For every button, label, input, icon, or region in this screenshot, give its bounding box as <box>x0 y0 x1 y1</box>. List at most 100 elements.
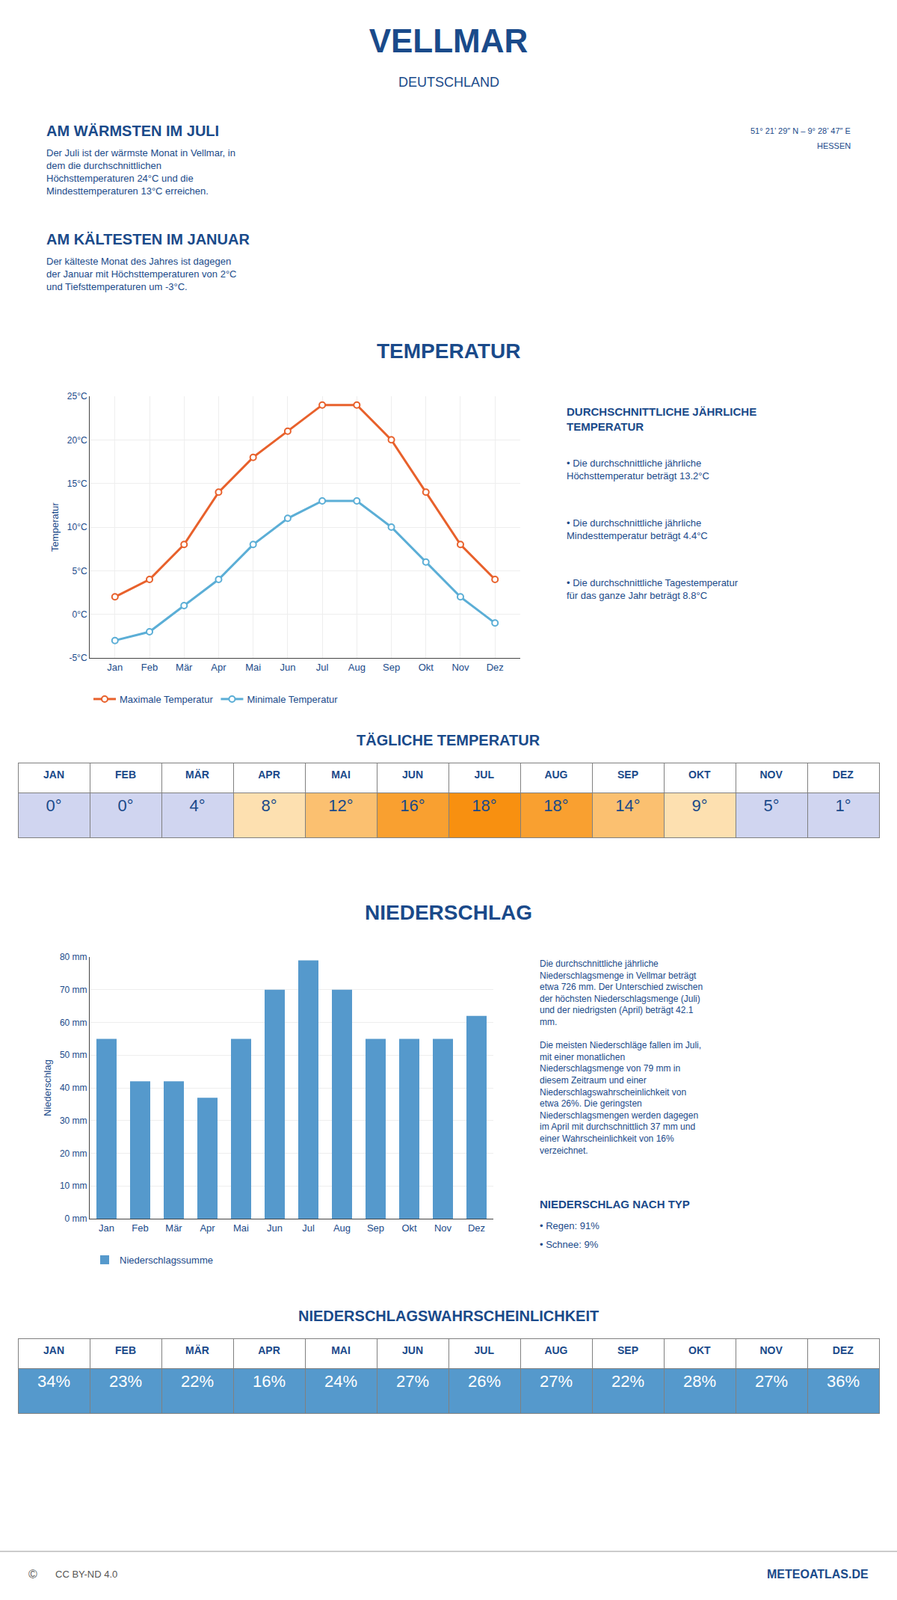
svg-text:15°C: 15°C <box>67 478 88 489</box>
svg-text:0 mm: 0 mm <box>65 1213 88 1224</box>
svg-text:-5°C: -5°C <box>68 652 87 664</box>
svg-text:Feb: Feb <box>141 661 158 673</box>
svg-text:• Regen: 91%: • Regen: 91% <box>539 1219 600 1232</box>
svg-text:0°: 0° <box>45 796 62 815</box>
svg-text:Der Juli ist der wärmste Monat: Der Juli ist der wärmste Monat in Vellma… <box>46 147 236 197</box>
svg-text:40 mm: 40 mm <box>59 1082 88 1093</box>
svg-text:10 mm: 10 mm <box>59 1180 88 1191</box>
svg-text:Maximale Temperatur: Maximale Temperatur <box>119 693 214 705</box>
svg-text:JUN: JUN <box>402 1344 424 1356</box>
svg-text:18°: 18° <box>471 796 497 815</box>
svg-text:50 mm: 50 mm <box>59 1049 88 1060</box>
svg-text:NIEDERSCHLAG NACH TYP: NIEDERSCHLAG NACH TYP <box>539 1197 690 1211</box>
svg-text:AM KÄLTESTEN IM JANUAR: AM KÄLTESTEN IM JANUAR <box>46 230 250 248</box>
svg-text:CC BY-ND 4.0: CC BY-ND 4.0 <box>55 1568 118 1580</box>
svg-text:MÄR: MÄR <box>185 1344 210 1356</box>
svg-text:MAI: MAI <box>331 1344 351 1356</box>
svg-text:4°: 4° <box>189 796 205 815</box>
svg-text:1°: 1° <box>834 796 851 815</box>
svg-text:DURCHSCHNITTLICHE JÄHRLICHETEM: DURCHSCHNITTLICHE JÄHRLICHETEMPERATUR <box>566 405 757 433</box>
svg-text:SEP: SEP <box>617 768 639 781</box>
svg-text:SEP: SEP <box>617 1344 639 1356</box>
svg-text:Die durchschnittliche jährlich: Die durchschnittliche jährlicheNiedersch… <box>539 958 703 1156</box>
svg-text:OKT: OKT <box>688 1344 711 1356</box>
svg-text:36%: 36% <box>826 1371 860 1391</box>
svg-text:MÄR: MÄR <box>185 768 210 781</box>
svg-text:JUL: JUL <box>474 1344 495 1356</box>
svg-text:Mär: Mär <box>175 661 193 673</box>
svg-text:TÄGLICHE TEMPERATUR: TÄGLICHE TEMPERATUR <box>356 731 541 749</box>
svg-text:0°C: 0°C <box>71 609 87 620</box>
svg-text:Aug: Aug <box>333 1222 351 1234</box>
svg-text:VELLMAR: VELLMAR <box>369 22 529 60</box>
svg-text:DEZ: DEZ <box>832 1344 854 1356</box>
svg-text:20°C: 20°C <box>67 435 88 446</box>
svg-text:FEB: FEB <box>115 1344 137 1356</box>
svg-text:Dez: Dez <box>467 1222 486 1234</box>
svg-text:25°C: 25°C <box>67 390 88 402</box>
svg-text:28%: 28% <box>683 1371 717 1391</box>
svg-text:Feb: Feb <box>131 1222 149 1234</box>
svg-text:Minimale Temperatur: Minimale Temperatur <box>246 693 338 705</box>
svg-text:16%: 16% <box>252 1371 286 1391</box>
svg-text:Nov: Nov <box>434 1222 453 1234</box>
svg-text:MAI: MAI <box>331 768 351 781</box>
svg-text:METEOATLAS.DE: METEOATLAS.DE <box>766 1567 869 1581</box>
svg-text:Aug: Aug <box>348 661 366 673</box>
svg-text:Jun: Jun <box>279 661 296 673</box>
svg-text:8°: 8° <box>260 796 277 815</box>
svg-text:Jun: Jun <box>266 1222 283 1234</box>
svg-text:34%: 34% <box>37 1371 71 1391</box>
svg-text:Jul: Jul <box>316 661 329 673</box>
svg-text:• Die durchschnittliche jährli: • Die durchschnittliche jährlicheMindest… <box>566 517 708 542</box>
svg-text:Niederschlag: Niederschlag <box>41 1059 54 1117</box>
svg-text:APR: APR <box>257 1344 281 1356</box>
svg-text:Sep: Sep <box>367 1222 385 1234</box>
svg-text:51° 21’ 29″ N – 9° 28’ 47″ E: 51° 21’ 29″ N – 9° 28’ 47″ E <box>750 126 851 136</box>
svg-text:Jan: Jan <box>106 661 123 673</box>
svg-text:12°: 12° <box>328 796 353 815</box>
svg-text:26%: 26% <box>467 1371 501 1391</box>
svg-text:Niederschlagssumme: Niederschlagssumme <box>119 1254 214 1266</box>
svg-text:9°: 9° <box>691 796 708 815</box>
svg-text:70 mm: 70 mm <box>59 984 88 995</box>
svg-text:JUN: JUN <box>402 768 424 781</box>
svg-text:5°: 5° <box>763 796 779 815</box>
svg-text:APR: APR <box>257 768 281 781</box>
svg-text:DEZ: DEZ <box>832 768 854 781</box>
svg-text:• Die durchschnittliche Tagest: • Die durchschnittliche Tagestemperaturf… <box>566 577 739 601</box>
svg-text:Mai: Mai <box>245 661 261 673</box>
svg-text:Mai: Mai <box>233 1222 249 1234</box>
svg-text:30 mm: 30 mm <box>59 1115 88 1126</box>
svg-text:NIEDERSCHLAG: NIEDERSCHLAG <box>364 900 533 924</box>
svg-text:22%: 22% <box>611 1371 645 1391</box>
svg-text:80 mm: 80 mm <box>59 951 88 963</box>
svg-text:22%: 22% <box>180 1371 214 1391</box>
svg-text:TEMPERATUR: TEMPERATUR <box>376 339 521 363</box>
svg-text:Jul: Jul <box>301 1222 315 1234</box>
svg-text:AM WÄRMSTEN IM JULI: AM WÄRMSTEN IM JULI <box>46 122 220 140</box>
svg-text:Okt: Okt <box>401 1222 418 1234</box>
svg-text:JAN: JAN <box>43 1344 65 1356</box>
svg-text:JUL: JUL <box>474 768 495 781</box>
svg-text:27%: 27% <box>539 1371 573 1391</box>
svg-text:NOV: NOV <box>760 1344 784 1356</box>
svg-text:Der kälteste Monat des Jahres: Der kälteste Monat des Jahres ist dagege… <box>46 255 237 293</box>
svg-text:NOV: NOV <box>760 768 784 781</box>
svg-text:0°: 0° <box>117 796 134 815</box>
svg-text:23%: 23% <box>109 1371 143 1391</box>
svg-text:FEB: FEB <box>115 768 137 781</box>
svg-text:14°: 14° <box>615 796 640 815</box>
svg-text:OKT: OKT <box>688 768 711 781</box>
svg-text:27%: 27% <box>754 1371 788 1391</box>
svg-text:HESSEN: HESSEN <box>817 141 851 151</box>
svg-text:JAN: JAN <box>43 768 65 781</box>
svg-text:NIEDERSCHLAGSWAHRSCHEINLICHKEI: NIEDERSCHLAGSWAHRSCHEINLICHKEIT <box>298 1307 599 1324</box>
svg-text:AUG: AUG <box>544 1344 568 1356</box>
svg-text:20 mm: 20 mm <box>59 1148 88 1159</box>
svg-text:• Schnee: 9%: • Schnee: 9% <box>539 1238 599 1250</box>
svg-text:AUG: AUG <box>544 768 568 781</box>
svg-text:10°C: 10°C <box>67 521 88 533</box>
svg-text:16°: 16° <box>399 796 425 815</box>
svg-text:Apr: Apr <box>210 661 227 673</box>
